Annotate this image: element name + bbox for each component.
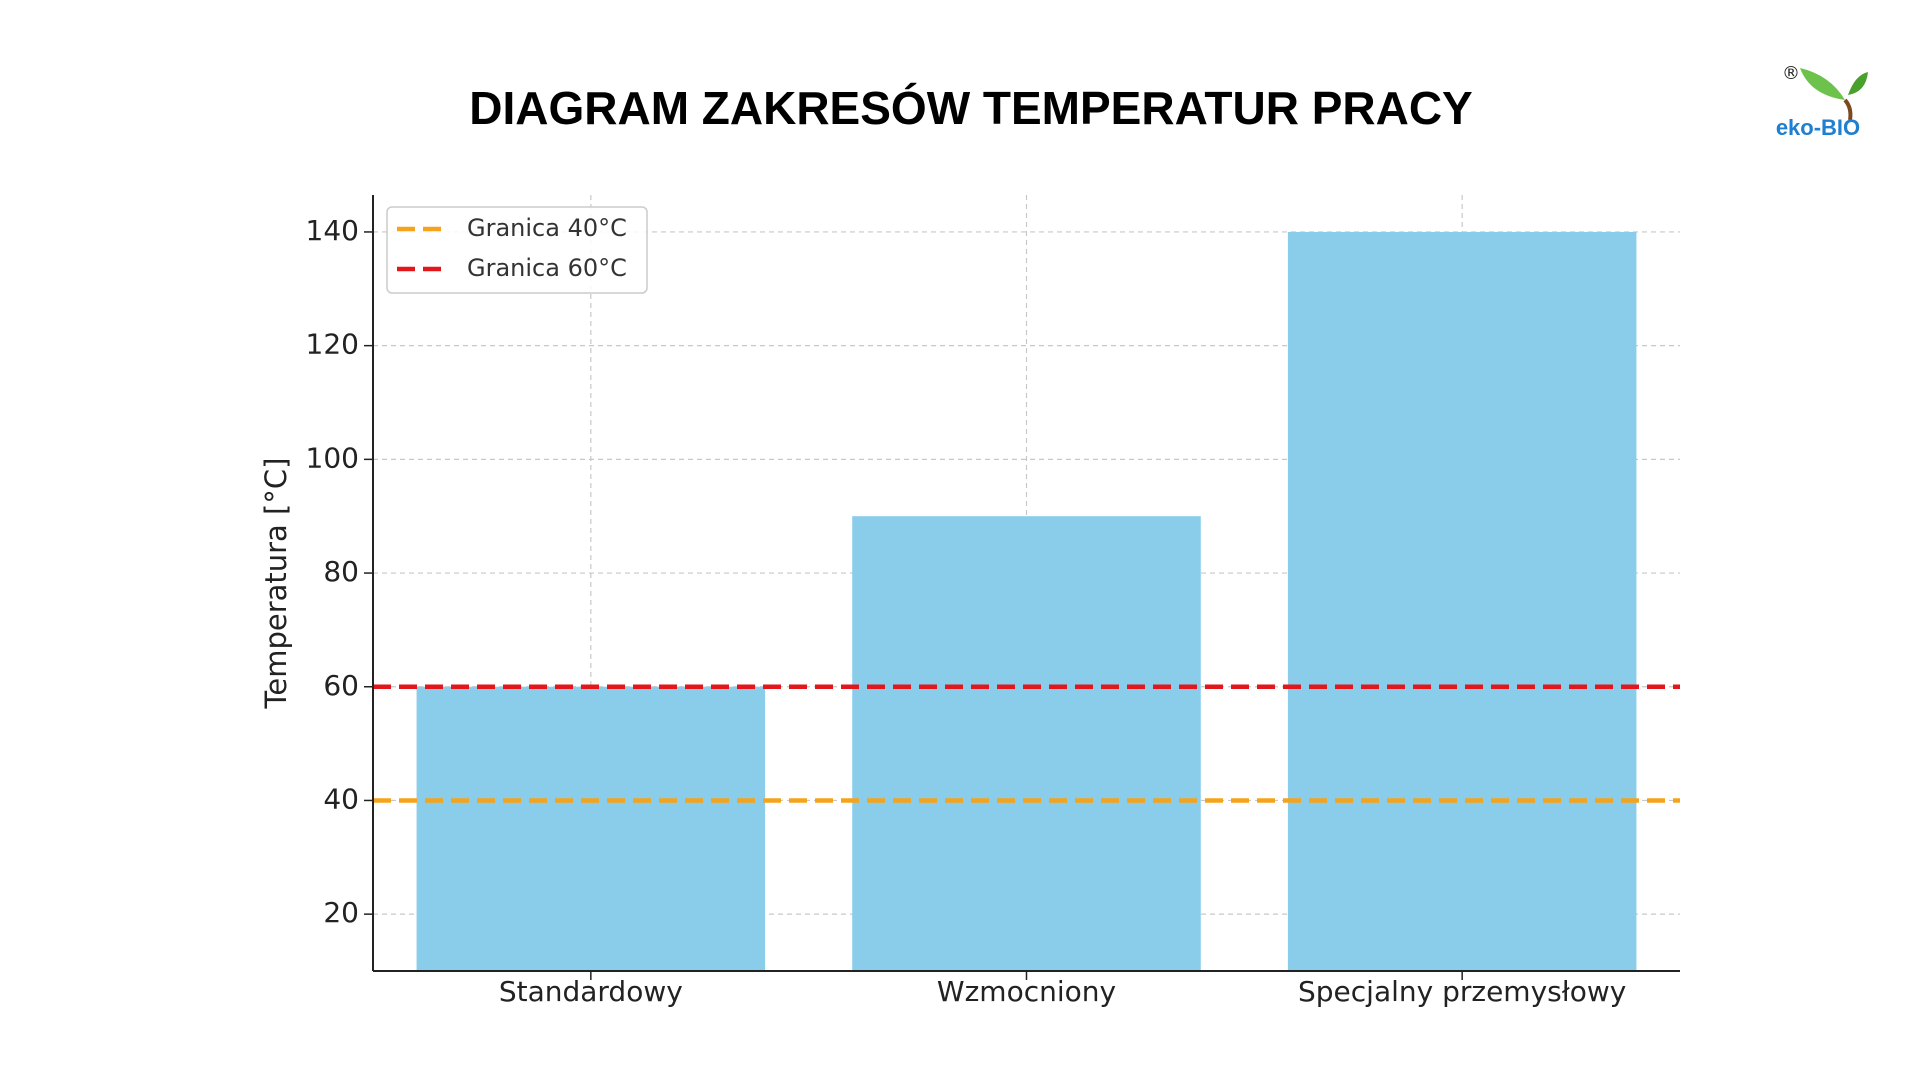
bar — [852, 516, 1201, 971]
logo-registered: ® — [1782, 63, 1800, 84]
x-tick-label: Wzmocniony — [937, 975, 1116, 1008]
y-tick-label: 120 — [306, 328, 359, 361]
bar — [416, 686, 766, 971]
logo: ® eko-BIO — [1776, 63, 1868, 140]
y-tick-label: 40 — [323, 782, 359, 815]
y-tick-label: 140 — [306, 214, 359, 247]
logo-leaf — [1800, 68, 1845, 100]
logo-leaf — [1848, 72, 1868, 95]
y-tick-label: 100 — [306, 441, 359, 474]
legend-box — [386, 206, 648, 294]
legend-label: Granica 40°C — [467, 214, 627, 242]
chart-title: DIAGRAM ZAKRESÓW TEMPERATUR PRACY — [469, 82, 1472, 134]
y-tick-label: 80 — [323, 555, 359, 588]
y-tick-label: 60 — [323, 669, 359, 702]
x-tick-label: Specjalny przemysłowy — [1298, 975, 1626, 1008]
x-tick-label: Standardowy — [499, 975, 683, 1008]
y-tick-label: 20 — [323, 896, 359, 929]
y-axis-label: Temperatura [°C] — [259, 458, 293, 710]
bar — [1287, 231, 1637, 971]
logo-text: eko-BIO — [1776, 115, 1860, 140]
logo-stem — [1843, 98, 1853, 121]
legend: Granica 40°C Granica 60°C — [386, 206, 648, 294]
legend-label: Granica 60°C — [467, 254, 627, 282]
